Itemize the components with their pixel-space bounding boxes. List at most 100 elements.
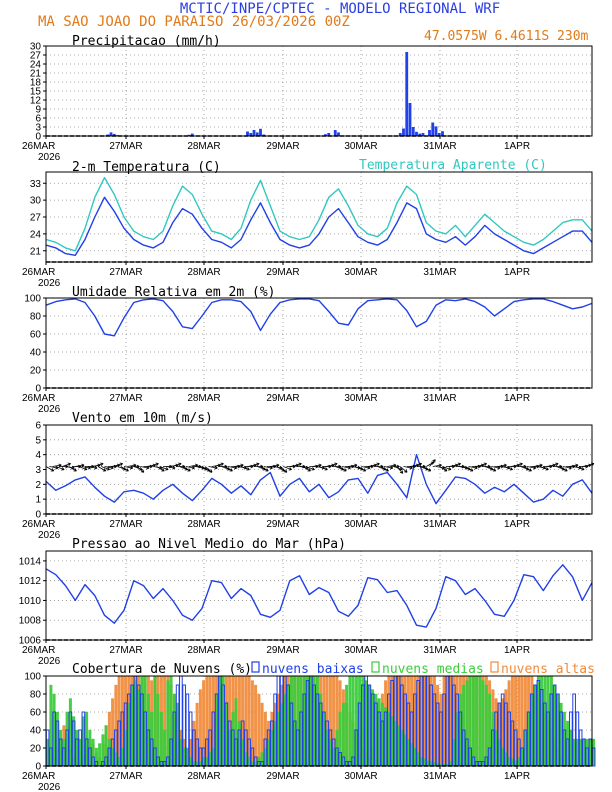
y-tick-label: 20 [30,744,42,755]
x-tick-label: 29MAR [266,141,299,152]
wind-vector-arrow [260,466,269,472]
x-tick-label: 26MAR [22,519,55,530]
precip-bar [421,133,425,136]
y-tick-label: 0 [35,384,41,395]
x-year-label: 2026 [38,278,61,289]
cloud-bar-nuvens-medias [156,693,160,767]
y-tick-label: 1006 [19,636,42,647]
y-tick-label: 80 [30,690,42,701]
station-coordinates: 47.0575W 6.4611S 230m [424,29,589,44]
x-tick-label: 29MAR [266,267,299,278]
clouds-panel: 0 20 40 60 80 100 26MAR 27MAR 28MAR 29MAR 30MAR 31M… [22,672,596,792]
wind-vector-arrow [101,466,110,471]
wind-vector-arrow [338,466,347,472]
rh-panel: 0 20 40 60 80 100 26MAR 27MAR 28MAR 29MAR 30MAR 31M… [22,294,593,415]
cloud-bar-nuvens-medias [98,743,102,767]
wind-vector-arrow [305,466,315,471]
wind-vector-arrow [487,466,497,472]
y-tick-label: 9 [35,105,41,116]
wind-vector-arrow [452,462,461,467]
y-tick-label: 40 [30,348,42,359]
x-tick-label: 28MAR [187,645,220,656]
y-tick-label: 100 [24,294,41,305]
wind-vector-arrow [413,462,422,467]
temp-line-2-m-temperatura [45,196,593,257]
x-tick-label: 27MAR [109,141,142,152]
x-tick-label: 29MAR [266,393,299,404]
wind-vector-arrow [513,462,523,467]
y-tick-label: 6 [35,114,41,125]
precip-bar [249,133,253,136]
y-tick-label: 5 [35,435,41,446]
wind-vector-arrow [380,466,389,472]
legend-label-low: nuvens baixas [262,662,364,677]
wind-vector-arrow [442,466,452,471]
wind-vector-arrow [45,466,55,472]
temp-line-temperatura-aparente [45,176,593,252]
x-tick-label: 30MAR [344,393,377,404]
legend-label-high: nuvens altas [501,662,595,677]
x-tick-label: 26MAR [22,771,55,782]
wind-vector-arrow [240,466,250,471]
precip-bar [112,133,116,136]
cloud-bar-nuvens-medias [475,675,479,767]
precip-bar [418,133,422,136]
precip-bar [405,52,409,136]
y-tick-label: 1010 [19,596,42,607]
precip-bar [333,130,337,136]
y-tick-label: 80 [30,312,42,323]
wind-vector-arrow [318,466,328,471]
precip-bar [252,130,256,136]
x-tick-label: 26MAR [22,393,55,404]
x-tick-label: 31MAR [423,141,456,152]
precip-bar [408,103,412,136]
y-tick-label: 1 [35,495,41,506]
y-tick-label: 4 [35,450,41,461]
x-tick-label: 1APR [504,771,530,782]
clouds-title: Cobertura de Nuvens (%) [72,662,252,677]
precip-bar [337,132,340,136]
x-tick-label: 1APR [504,645,530,656]
x-tick-label: 28MAR [187,393,220,404]
precip-bar [402,128,405,136]
header-title: MCTIC/INPE/CPTEC - MODELO REGIONAL WRF [180,1,500,17]
cloud-bar-nuvens-altas [257,693,261,767]
legend-swatch-mid [371,661,380,673]
pressure-title: Pressao ao Nivel Medio do Mar (hPa) [72,537,346,552]
x-tick-label: 31MAR [423,393,456,404]
wind-vector-arrow [78,466,88,471]
wind-vector-arrow [94,462,104,467]
precip-bar [187,134,191,136]
precip-bar [255,132,259,136]
y-tick-label: 0 [35,510,41,521]
y-tick-label: 21 [30,246,42,257]
wind-vector-arrow [182,466,191,472]
wind-vector-arrow [429,459,436,467]
station-and-date: MA SAO JOAO DO PARAISO 26/03/2026 00Z [38,14,350,30]
wind-vector-arrow [205,466,213,473]
x-year-label: 2026 [38,782,61,792]
wind-vector-arrow [283,466,292,471]
x-tick-label: 29MAR [266,645,299,656]
legend-label-mid: nuvens medias [382,662,484,677]
x-tick-label: 30MAR [344,771,377,782]
wind-vector-arrow [302,466,311,472]
wind-vector-arrow [370,462,380,467]
precip-bar [431,122,435,136]
x-tick-label: 1APR [504,141,530,152]
x-tick-label: 1APR [504,267,530,278]
x-tick-label: 1APR [504,519,530,530]
precip-bar [415,131,418,136]
cloud-bar-nuvens-medias [478,675,482,767]
wind-vector-arrow [97,466,107,472]
cloud-bar-nuvens-medias [481,680,485,767]
x-tick-label: 31MAR [423,645,456,656]
x-tick-label: 26MAR [22,141,55,152]
y-tick-label: 0 [35,132,41,143]
y-tick-label: 24 [30,229,42,240]
x-tick-label: 30MAR [344,645,377,656]
precip-bar [327,133,331,136]
